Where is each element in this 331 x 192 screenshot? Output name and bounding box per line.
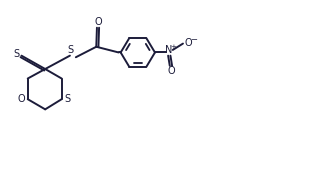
Text: S: S [68,45,73,55]
Text: +: + [170,44,176,50]
Text: O: O [18,94,25,104]
Text: O: O [94,17,102,27]
Text: S: S [14,49,20,59]
Text: O: O [185,38,192,48]
Text: S: S [65,94,71,104]
Text: N: N [165,45,172,55]
Text: O: O [167,66,175,76]
Text: −: − [190,35,197,44]
